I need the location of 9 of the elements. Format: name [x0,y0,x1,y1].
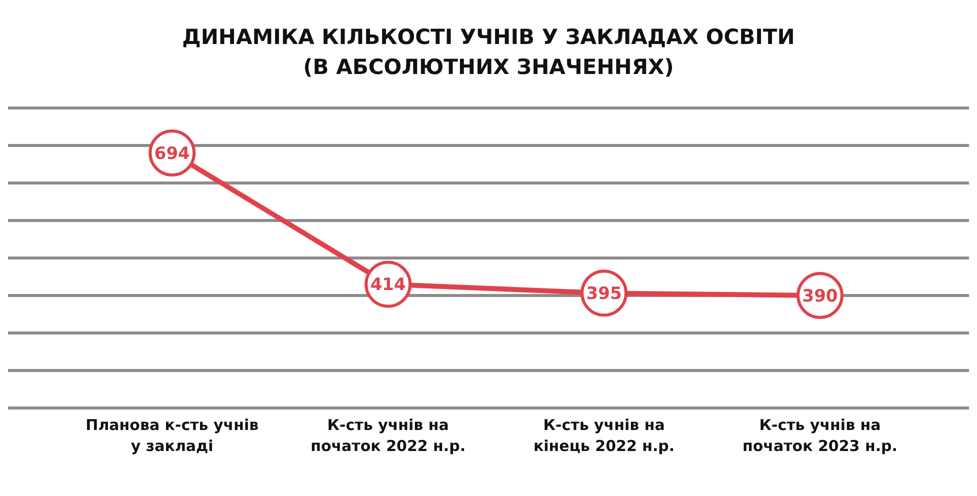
data-label: 694 [154,144,190,164]
x-tick-label: К-сть учнів на кінець 2022 н.р. [533,416,675,455]
data-label: 414 [370,275,406,296]
x-tick-label: Планова к-сть учнів у закладі [86,416,259,455]
x-tick-label: К-сть учнів на початок 2023 н.р. [742,416,898,455]
chart-title: ДИНАМІКА КІЛЬКОСТІ УЧНІВ У ЗАКЛАДАХ ОСВІТИ (В АБСОЛЮТНИХ ЗНАЧЕННЯХ) [181,24,796,81]
data-label: 390 [802,286,838,306]
x-tick-label: К-сть учнів на початок 2022 н.р. [310,416,466,455]
data-label: 395 [586,284,622,304]
